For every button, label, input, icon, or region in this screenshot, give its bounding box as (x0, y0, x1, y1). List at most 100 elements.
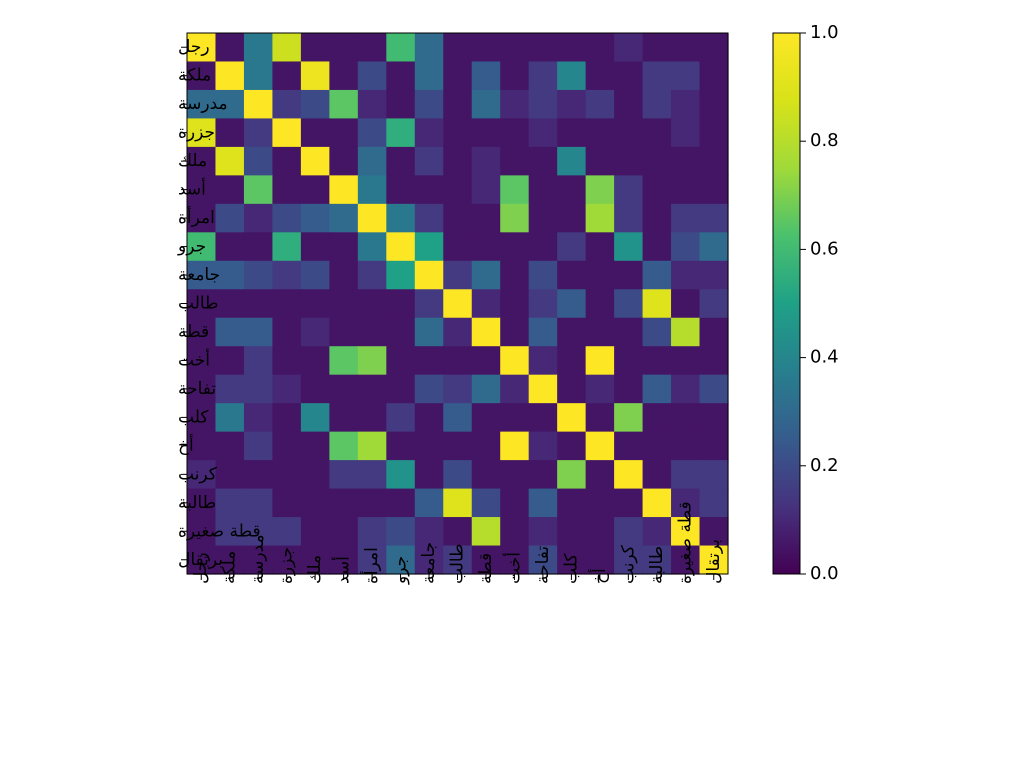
heatmap-cell (243, 517, 274, 547)
heatmap-cell (187, 374, 217, 404)
heatmap-cell (528, 175, 558, 205)
x-tick-label: امرأة (360, 547, 382, 584)
x-tick-label: طالب (448, 543, 468, 584)
heatmap-cell (699, 232, 729, 262)
heatmap-cell (215, 431, 245, 461)
heatmap-cell (642, 317, 672, 347)
heatmap-cell (528, 317, 558, 347)
heatmap-cell (500, 118, 530, 148)
heatmap-cell (300, 403, 330, 433)
heatmap-cell (585, 146, 615, 176)
heatmap-cell (187, 118, 217, 148)
heatmap-cell (300, 89, 330, 120)
heatmap-cell (272, 89, 302, 120)
heatmap-cell (471, 61, 501, 91)
x-tick-label: مدرسة (248, 534, 268, 584)
heatmap-cell (329, 61, 359, 91)
heatmap-cell (300, 488, 330, 518)
heatmap-cell (585, 460, 615, 490)
heatmap-cell (500, 61, 530, 91)
x-tick-label: رجل (191, 552, 211, 584)
heatmap-cell (699, 146, 729, 176)
heatmap-cell (187, 203, 217, 233)
heatmap-cell (614, 374, 644, 404)
heatmap-cell (671, 146, 701, 176)
heatmap-cell (671, 317, 701, 347)
heatmap-cell (671, 203, 701, 233)
heatmap-cell (642, 203, 672, 233)
heatmap-cell (443, 203, 473, 233)
heatmap-cell (671, 89, 701, 120)
heatmap-cell (357, 488, 387, 518)
heatmap-cell (699, 260, 729, 290)
heatmap-cell (386, 89, 416, 120)
heatmap-cell (443, 403, 473, 433)
heatmap-cell (414, 89, 444, 120)
y-tick-label: جرو (177, 237, 206, 257)
heatmap-cell (557, 374, 587, 404)
heatmap-cell (699, 403, 729, 433)
heatmap-cell (187, 346, 217, 376)
heatmap-cell (557, 118, 587, 148)
heatmap-cell (557, 89, 587, 120)
heatmap-cell (642, 260, 672, 290)
heatmap-cell (528, 289, 558, 319)
heatmap-cell (215, 403, 245, 433)
heatmap-cell (386, 431, 416, 461)
heatmap-cell (243, 289, 274, 319)
heatmap-cell (414, 460, 444, 490)
heatmap-cell (614, 33, 644, 63)
heatmap-cell (671, 118, 701, 148)
heatmap-cell (272, 33, 302, 63)
heatmap-cell (557, 260, 587, 290)
heatmap-cell (300, 146, 330, 176)
heatmap-cell (699, 61, 729, 91)
heatmap-cell (671, 346, 701, 376)
heatmap-cell (642, 289, 672, 319)
heatmap-cell (272, 317, 302, 347)
heatmap-cell (357, 260, 387, 290)
heatmap-cell (272, 61, 302, 91)
heatmap-cell (557, 289, 587, 319)
heatmap-cell (671, 33, 701, 63)
heatmap-cell (272, 431, 302, 461)
heatmap-cell (528, 346, 558, 376)
heatmap-cell (414, 175, 444, 205)
heatmap-cell (528, 232, 558, 262)
heatmap-cell (386, 460, 416, 490)
heatmap-cell (699, 317, 729, 347)
heatmap-cell (443, 488, 473, 518)
heatmap-cell (585, 118, 615, 148)
heatmap-cell (471, 175, 501, 205)
heatmap-cell (300, 175, 330, 205)
heatmap-cell (557, 232, 587, 262)
heatmap-cell (699, 175, 729, 205)
colorbar-tick-label: 0.6 (810, 238, 839, 259)
heatmap-cell (215, 33, 245, 63)
heatmap-cell (642, 89, 672, 120)
x-tick-label: ملك (305, 555, 325, 584)
heatmap-cell (357, 33, 387, 63)
heatmap-cell (386, 260, 416, 290)
heatmap-cell (500, 232, 530, 262)
heatmap-cell (500, 346, 530, 376)
heatmap-cell (471, 374, 501, 404)
x-tick-label: تفاحة (533, 546, 553, 584)
heatmap-cell (300, 289, 330, 319)
heatmap-cell (329, 260, 359, 290)
heatmap-cell (699, 89, 729, 120)
x-tick-label: برتقال (704, 539, 724, 584)
y-tick-label: كلب (178, 407, 209, 427)
x-tick-label: أخت (502, 552, 524, 584)
heatmap-cell (699, 488, 729, 518)
heatmap-cell (528, 374, 558, 404)
heatmap-cell (243, 431, 274, 461)
heatmap-cell (215, 118, 245, 148)
heatmap-cell (187, 403, 217, 433)
heatmap-cell (585, 403, 615, 433)
heatmap-cell (443, 89, 473, 120)
heatmap-cell (300, 33, 330, 63)
heatmap-cell (671, 175, 701, 205)
heatmap-cell (557, 545, 587, 575)
heatmap-cell (357, 346, 387, 376)
